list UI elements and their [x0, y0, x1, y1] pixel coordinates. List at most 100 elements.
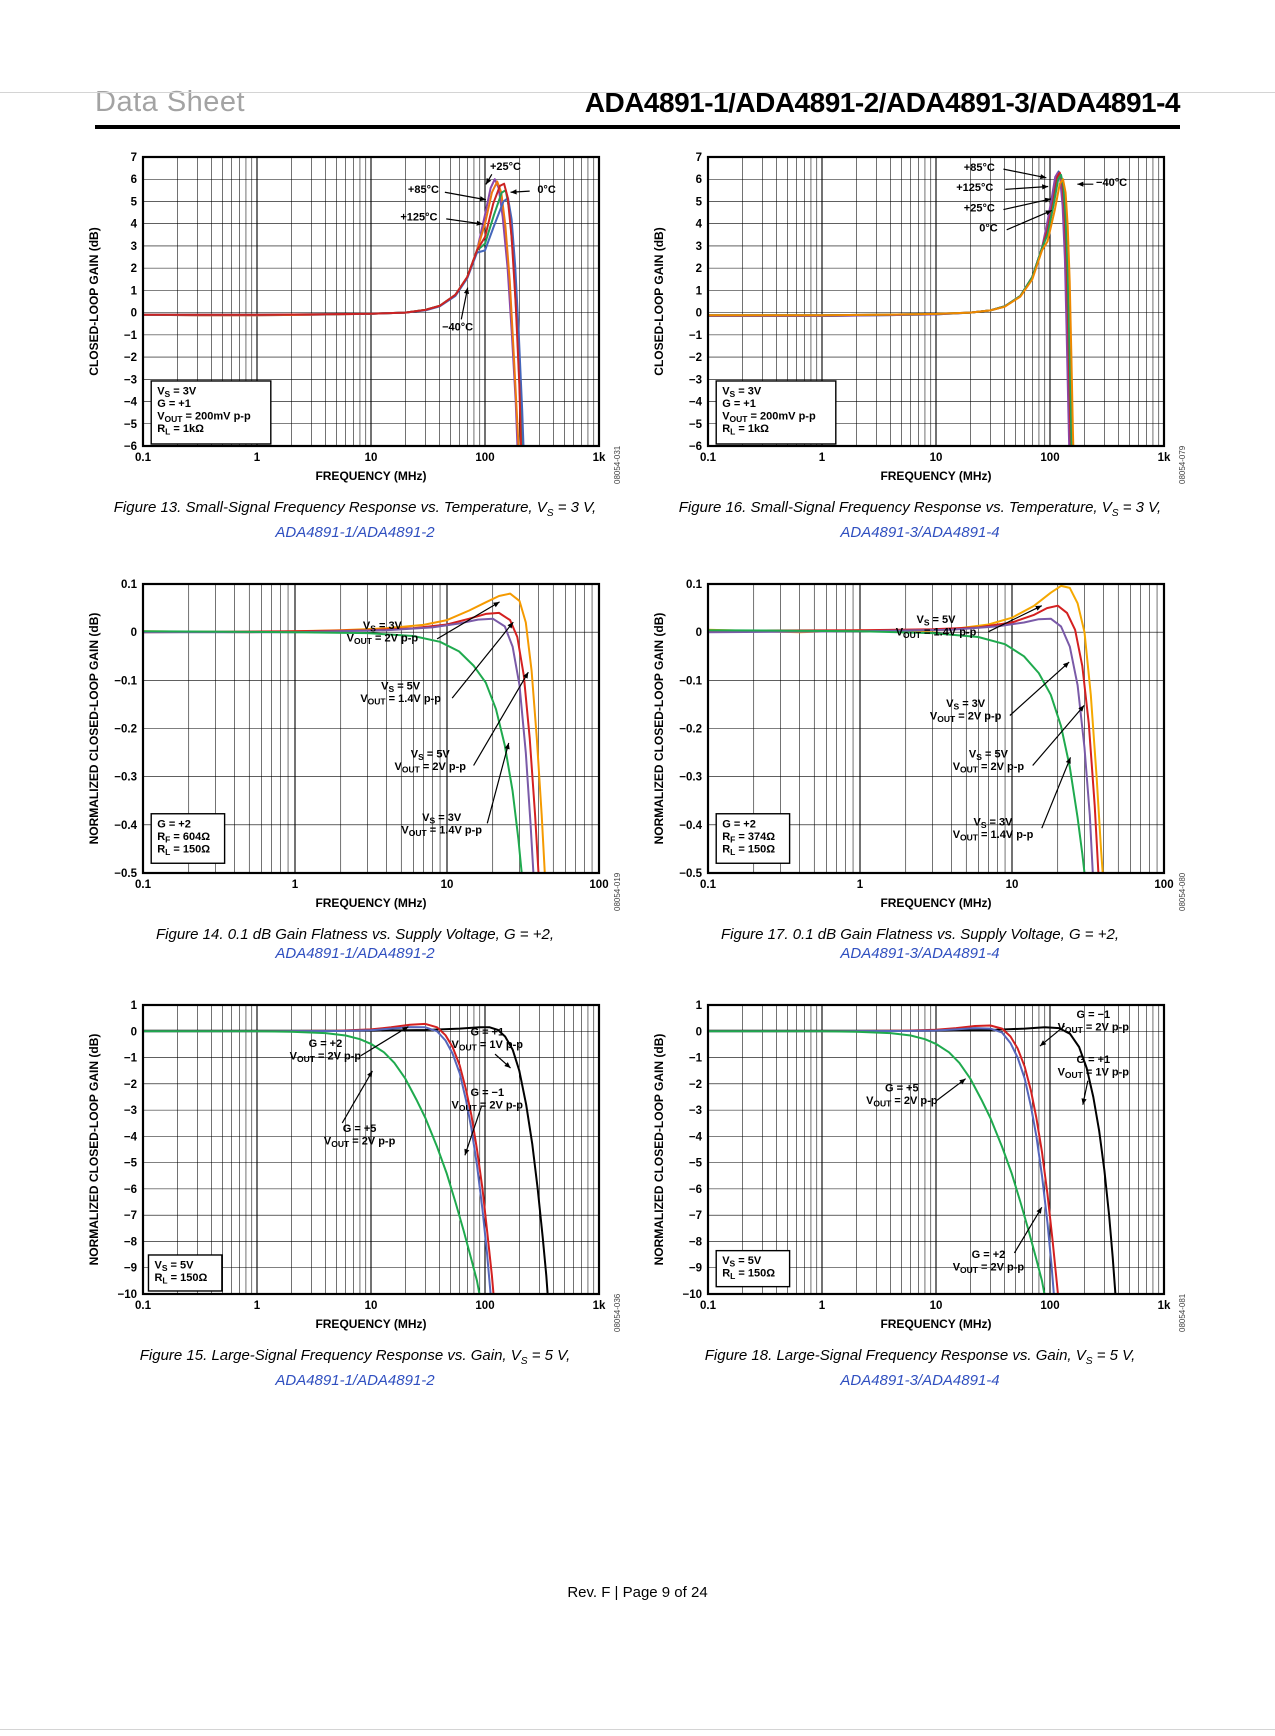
- svg-text:1: 1: [131, 1000, 138, 1012]
- svg-text:0°C: 0°C: [979, 223, 998, 235]
- svg-text:+85°C: +85°C: [964, 162, 995, 174]
- svg-text:−3: −3: [689, 374, 702, 386]
- svg-text:100: 100: [1040, 452, 1059, 464]
- svg-text:4: 4: [131, 219, 138, 231]
- svg-text:0: 0: [131, 308, 137, 320]
- svg-text:7: 7: [696, 152, 702, 164]
- svg-text:−5: −5: [124, 1158, 138, 1170]
- svg-text:0: 0: [131, 627, 137, 639]
- svg-text:1: 1: [819, 1300, 826, 1312]
- svg-text:−0.5: −0.5: [114, 868, 137, 880]
- svg-text:7: 7: [131, 152, 137, 164]
- svg-text:−9: −9: [124, 1263, 137, 1275]
- svg-text:−5: −5: [689, 1158, 703, 1170]
- svg-text:−2: −2: [124, 1079, 137, 1091]
- svg-text:+125°C: +125°C: [956, 182, 993, 194]
- svg-text:10: 10: [1006, 879, 1019, 891]
- svg-text:−0.4: −0.4: [114, 820, 137, 832]
- svg-text:5: 5: [131, 196, 138, 208]
- svg-text:+85°C: +85°C: [408, 184, 439, 196]
- figure-16-caption: Figure 16. Small-Signal Frequency Respon…: [650, 498, 1190, 542]
- svg-text:−2: −2: [124, 352, 137, 364]
- svg-text:FREQUENCY (MHz): FREQUENCY (MHz): [880, 1317, 991, 1331]
- svg-text:100: 100: [589, 879, 608, 891]
- svg-text:−0.3: −0.3: [114, 772, 137, 784]
- svg-text:−8: −8: [689, 1236, 703, 1248]
- svg-text:0.1: 0.1: [121, 579, 138, 591]
- svg-text:−5: −5: [124, 419, 138, 431]
- caption-text: Figure 18. Large-Signal Frequency Respon…: [704, 1347, 1136, 1367]
- svg-text:−10: −10: [117, 1289, 137, 1301]
- figure-13-caption: Figure 13. Small-Signal Frequency Respon…: [85, 498, 625, 542]
- svg-text:1: 1: [131, 285, 138, 297]
- svg-text:FREQUENCY (MHz): FREQUENCY (MHz): [315, 896, 426, 910]
- svg-text:−40°C: −40°C: [1096, 177, 1127, 189]
- caption-part-link[interactable]: ADA4891-1/ADA4891-2: [275, 1372, 435, 1389]
- svg-text:+125°C: +125°C: [400, 212, 437, 224]
- svg-text:1k: 1k: [1158, 452, 1171, 464]
- figure-18-caption: Figure 18. Large-Signal Frequency Respon…: [650, 1346, 1190, 1390]
- caption-part-link[interactable]: ADA4891-3/ADA4891-4: [840, 1372, 1000, 1389]
- svg-text:5: 5: [696, 196, 703, 208]
- page-bottom-edge: [0, 1729, 1275, 1730]
- figure-16-block: 0.1 1 10 100 1k 7 6 5 4 3 2 1 0 −1 −2 −3 −4 −5 −6 FREQUENCY…: [650, 149, 1190, 542]
- svg-text:1: 1: [696, 1000, 703, 1012]
- caption-part-link[interactable]: ADA4891-3/ADA4891-4: [840, 524, 1000, 541]
- svg-text:FREQUENCY (MHz): FREQUENCY (MHz): [315, 1317, 426, 1331]
- svg-text:100: 100: [1154, 879, 1173, 891]
- caption-part-link[interactable]: ADA4891-1/ADA4891-2: [275, 524, 435, 541]
- svg-text:−1: −1: [124, 330, 138, 342]
- svg-text:0.1: 0.1: [700, 452, 717, 464]
- svg-text:0: 0: [696, 308, 702, 320]
- figure-17-block: 0.1 1 10 100 0.1 0 −0.1 −0.2 −0.3 −0.4 −0.5 FREQUEN…: [650, 576, 1190, 963]
- svg-text:−40°C: −40°C: [442, 321, 473, 333]
- svg-text:08054-036: 08054-036: [613, 1293, 622, 1332]
- caption-text: Figure 15. Large-Signal Frequency Respon…: [139, 1347, 571, 1367]
- caption-text: Figure 14. 0.1 dB Gain Flatness vs. Supp…: [156, 926, 554, 943]
- figure-13-chart: 0.1 1 10 100 1k76543210−1−2−3−4−5−6FREQUENCY…: [87, 152, 622, 484]
- svg-text:−10: −10: [682, 1289, 702, 1301]
- svg-text:−0.3: −0.3: [679, 772, 702, 784]
- svg-text:08054-019: 08054-019: [613, 872, 622, 911]
- caption-text: Figure 17. 0.1 dB Gain Flatness vs. Supp…: [721, 926, 1119, 943]
- svg-text:NORMALIZED CLOSED-LOOP GAIN (d: NORMALIZED CLOSED-LOOP GAIN (dB): [652, 1034, 666, 1266]
- figure-18-chart: 0.1 1 10 100 1k10−1−2−3−4−5−6−7−8−9−10FREQUE…: [652, 1000, 1187, 1332]
- caption-part-link[interactable]: ADA4891-1/ADA4891-2: [275, 945, 435, 962]
- svg-text:−1: −1: [124, 1053, 138, 1065]
- svg-text:10: 10: [365, 1300, 378, 1312]
- svg-text:−6: −6: [689, 1184, 702, 1196]
- svg-text:−3: −3: [124, 374, 137, 386]
- caption-text: Figure 13. Small-Signal Frequency Respon…: [113, 499, 597, 519]
- svg-text:10: 10: [441, 879, 454, 891]
- svg-text:0.1: 0.1: [700, 1300, 717, 1312]
- caption-part-link[interactable]: ADA4891-3/ADA4891-4: [840, 945, 1000, 962]
- figure-17-caption: Figure 17. 0.1 dB Gain Flatness vs. Supp…: [650, 925, 1190, 963]
- svg-text:−0.4: −0.4: [679, 820, 702, 832]
- svg-text:−4: −4: [124, 1131, 138, 1143]
- svg-text:1: 1: [292, 879, 299, 891]
- svg-text:10: 10: [930, 1300, 943, 1312]
- svg-text:08054-031: 08054-031: [613, 445, 622, 484]
- figure-14-chart: 0.1 1 10 100 0.1 0 −0.1 −0.2 −0.3 −0.4 −0.5 FREQUEN…: [87, 579, 622, 911]
- svg-text:−6: −6: [124, 1184, 137, 1196]
- svg-text:0.1: 0.1: [686, 579, 703, 591]
- header-doc-type: Data Sheet: [95, 86, 246, 118]
- page-header: Data Sheet ADA4891-1/ADA4891-2/ADA4891-3…: [95, 86, 1181, 119]
- svg-text:10: 10: [930, 452, 943, 464]
- svg-text:0°C: 0°C: [537, 184, 556, 196]
- figure-14-caption: Figure 14. 0.1 dB Gain Flatness vs. Supp…: [85, 925, 625, 963]
